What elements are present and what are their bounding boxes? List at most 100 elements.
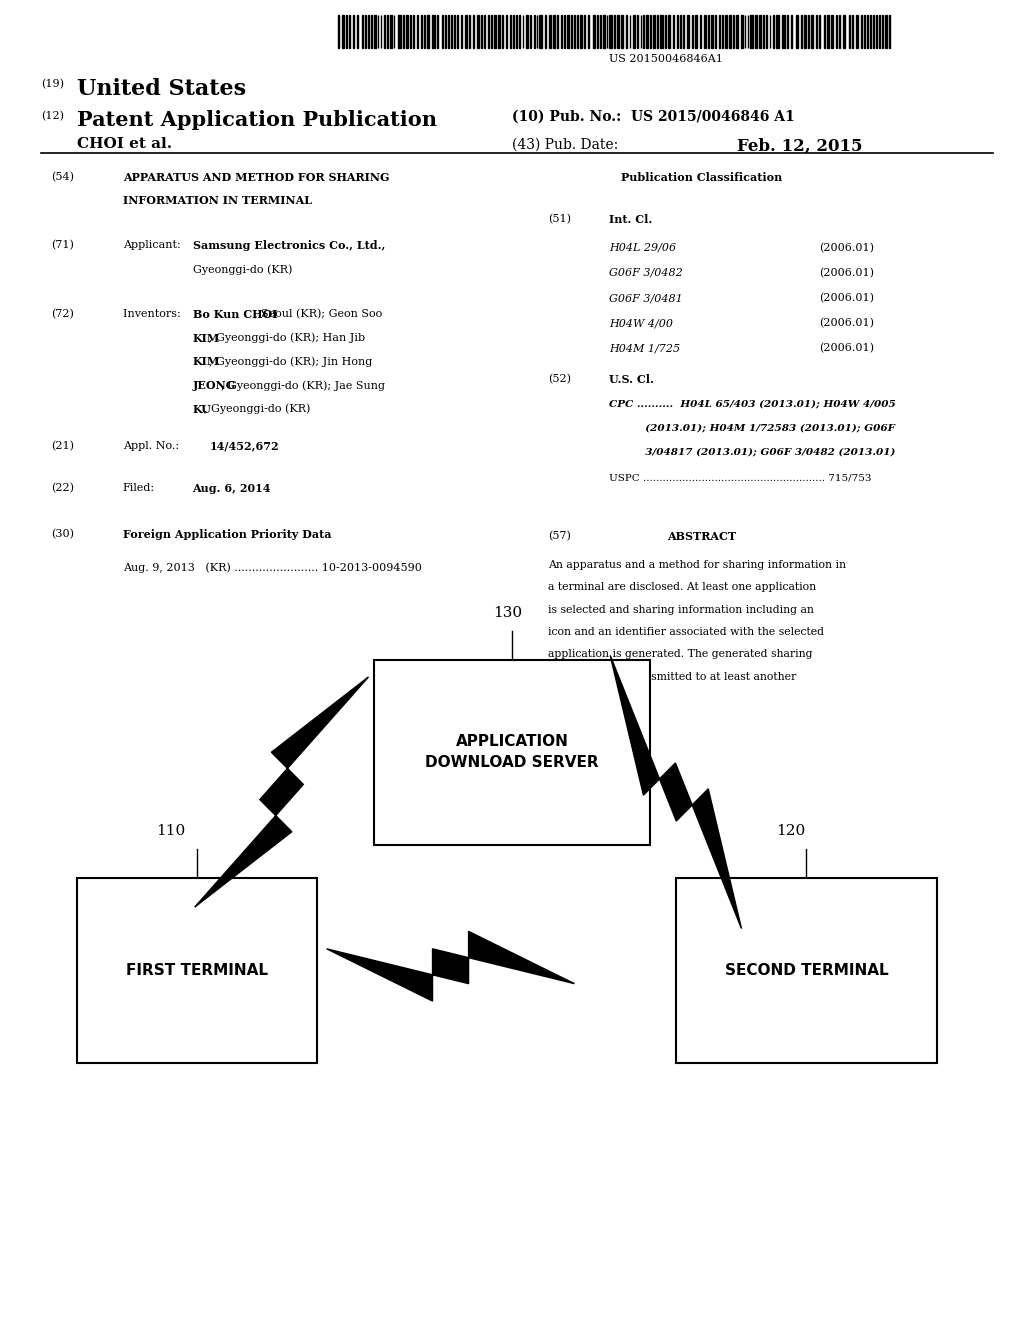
Bar: [656, 15, 658, 48]
Bar: [712, 15, 713, 48]
Bar: [616, 15, 620, 48]
Text: JEONG: JEONG: [193, 380, 236, 391]
Text: SECOND TERMINAL: SECOND TERMINAL: [725, 962, 888, 978]
Text: Feb. 12, 2015: Feb. 12, 2015: [737, 137, 863, 154]
Text: Int. Cl.: Int. Cl.: [609, 214, 652, 224]
Text: icon and an identifier associated with the selected: icon and an identifier associated with t…: [548, 627, 824, 638]
Bar: [782, 15, 784, 48]
Text: CHOI et al.: CHOI et al.: [77, 137, 172, 152]
Bar: [622, 15, 623, 48]
Bar: [483, 15, 485, 48]
Bar: [374, 15, 376, 48]
Text: KIM: KIM: [193, 356, 220, 367]
Text: H04M 1/725: H04M 1/725: [609, 343, 680, 354]
Bar: [465, 15, 467, 48]
Text: , Gyeonggi-do (KR); Jin Hong: , Gyeonggi-do (KR); Jin Hong: [210, 356, 373, 367]
Text: (2006.01): (2006.01): [819, 318, 874, 329]
Text: (43) Pub. Date:: (43) Pub. Date:: [512, 137, 618, 152]
Text: (2006.01): (2006.01): [819, 343, 874, 354]
FancyBboxPatch shape: [77, 878, 317, 1063]
Text: INFORMATION IN TERMINAL: INFORMATION IN TERMINAL: [123, 195, 312, 206]
Bar: [603, 15, 604, 48]
Bar: [729, 15, 731, 48]
Text: Patent Application Publication: Patent Application Publication: [77, 110, 437, 129]
Text: a terminal are disclosed. At least one application: a terminal are disclosed. At least one a…: [548, 582, 816, 593]
Text: FIRST TERMINAL: FIRST TERMINAL: [126, 962, 268, 978]
Bar: [819, 15, 820, 48]
Text: (52): (52): [548, 374, 570, 384]
Polygon shape: [327, 932, 574, 1001]
Bar: [705, 15, 706, 48]
Text: US 20150046846A1: US 20150046846A1: [608, 54, 723, 65]
Text: (2006.01): (2006.01): [819, 293, 874, 304]
Text: (19): (19): [41, 79, 63, 90]
Text: An apparatus and a method for sharing information in: An apparatus and a method for sharing in…: [548, 560, 846, 570]
Text: , Seoul (KR); Geon Soo: , Seoul (KR); Geon Soo: [254, 309, 383, 319]
Text: KU: KU: [193, 404, 211, 414]
FancyBboxPatch shape: [676, 878, 937, 1063]
Bar: [342, 15, 344, 48]
Bar: [755, 15, 757, 48]
Bar: [499, 15, 500, 48]
Bar: [885, 15, 887, 48]
Text: , Gyeonggi-do (KR); Jae Sung: , Gyeonggi-do (KR); Jae Sung: [221, 380, 385, 391]
Text: Inventors:: Inventors:: [123, 309, 187, 319]
Bar: [451, 15, 453, 48]
Text: G06F 3/0482: G06F 3/0482: [609, 268, 683, 279]
Text: 110: 110: [157, 824, 185, 838]
Text: KIM: KIM: [193, 333, 220, 343]
Text: 130: 130: [494, 606, 522, 620]
Text: Filed:: Filed:: [123, 483, 155, 494]
Bar: [751, 15, 753, 48]
Bar: [553, 15, 555, 48]
Text: (2013.01); H04M 1/72583 (2013.01); G06F: (2013.01); H04M 1/72583 (2013.01); G06F: [609, 424, 895, 433]
Text: Applicant:: Applicant:: [123, 240, 187, 251]
Bar: [633, 15, 635, 48]
Bar: [407, 15, 408, 48]
Text: (57): (57): [548, 531, 570, 541]
Bar: [390, 15, 391, 48]
Text: Aug. 9, 2013   (KR) ........................ 10-2013-0094590: Aug. 9, 2013 (KR) ......................…: [123, 562, 422, 573]
Text: (30): (30): [51, 529, 74, 540]
Text: Bo Kun CHOI: Bo Kun CHOI: [193, 309, 278, 319]
Bar: [772, 15, 774, 48]
Text: USPC ........................................................ 715/753: USPC ...................................…: [609, 474, 871, 483]
Text: Gyeonggi-do (KR): Gyeonggi-do (KR): [193, 264, 292, 275]
Bar: [609, 15, 612, 48]
Bar: [646, 15, 648, 48]
Text: application is generated. The generated sharing: application is generated. The generated …: [548, 649, 812, 660]
Bar: [545, 15, 547, 48]
Text: United States: United States: [77, 78, 246, 100]
Text: 3/04817 (2013.01); G06F 3/0482 (2013.01): 3/04817 (2013.01); G06F 3/0482 (2013.01): [609, 447, 896, 457]
Bar: [725, 15, 727, 48]
Polygon shape: [195, 677, 369, 907]
Text: (21): (21): [51, 441, 74, 451]
Text: 120: 120: [776, 824, 805, 838]
Text: APPARATUS AND METHOD FOR SHARING: APPARATUS AND METHOD FOR SHARING: [123, 172, 389, 182]
Text: is selected and sharing information including an: is selected and sharing information incl…: [548, 605, 814, 615]
Bar: [687, 15, 689, 48]
Bar: [699, 15, 701, 48]
Text: Aug. 6, 2014: Aug. 6, 2014: [193, 483, 271, 494]
Text: (72): (72): [51, 309, 74, 319]
Bar: [741, 15, 742, 48]
Bar: [844, 15, 845, 48]
Text: U.S. Cl.: U.S. Cl.: [609, 374, 654, 384]
Bar: [398, 15, 400, 48]
Bar: [549, 15, 551, 48]
Text: ABSTRACT: ABSTRACT: [667, 531, 736, 541]
Polygon shape: [610, 656, 741, 928]
Text: (71): (71): [51, 240, 74, 251]
Text: Foreign Application Priority Data: Foreign Application Priority Data: [123, 529, 332, 540]
Text: terminal.: terminal.: [548, 694, 598, 705]
Bar: [839, 15, 841, 48]
Bar: [477, 15, 479, 48]
Bar: [494, 15, 496, 48]
Bar: [427, 15, 429, 48]
Bar: [352, 15, 354, 48]
Text: 14/452,672: 14/452,672: [210, 441, 280, 451]
Bar: [361, 15, 364, 48]
Bar: [653, 15, 654, 48]
Bar: [760, 15, 761, 48]
Bar: [432, 15, 434, 48]
